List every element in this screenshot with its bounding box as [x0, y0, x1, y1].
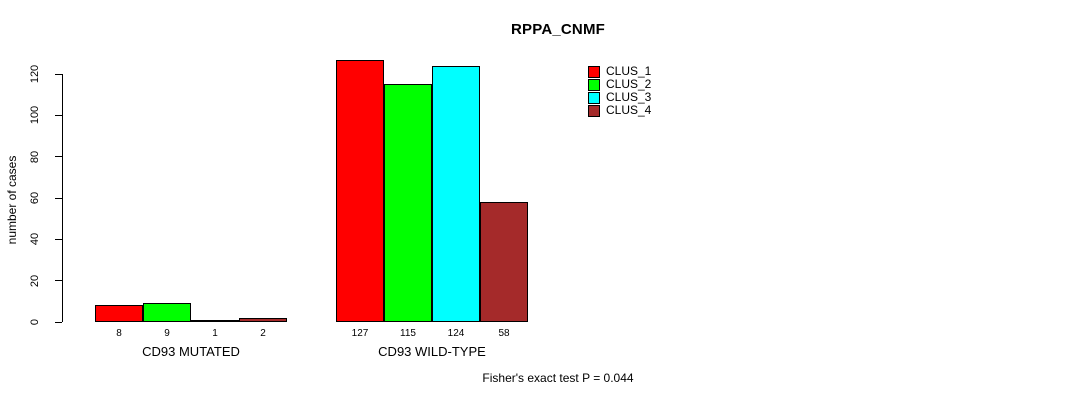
category-label-cd93-mutated: CD93 MUTATED — [142, 344, 240, 359]
legend-label: CLUS_3 — [606, 90, 652, 104]
y-tick — [55, 156, 62, 158]
bar-value-label: 115 — [400, 328, 416, 339]
y-tick — [55, 238, 62, 240]
bar-clus-1-cd93-mutated — [95, 305, 143, 322]
y-tick-label: 120 — [29, 64, 41, 84]
legend-swatch-clus-3 — [588, 91, 600, 104]
bar-clus-3-cd93-mutated — [191, 319, 239, 322]
legend: CLUS_1 CLUS_2 CLUS_3 CLUS_4 — [588, 65, 651, 117]
legend-swatch-clus-4 — [588, 104, 600, 117]
legend-item-clus-3: CLUS_3 — [588, 91, 651, 104]
bar-value-label: 2 — [260, 328, 266, 339]
y-tick — [55, 114, 62, 116]
bar-clus-2-cd93-wild-type — [384, 84, 432, 322]
y-tick — [55, 197, 62, 199]
bar-clus-3-cd93-wild-type — [432, 65, 480, 322]
y-axis-line — [62, 74, 63, 322]
footnote: Fisher's exact test P = 0.044 — [482, 371, 634, 385]
y-tick-label: 0 — [29, 318, 41, 326]
legend-item-clus-4: CLUS_4 — [588, 104, 651, 117]
y-tick — [55, 280, 62, 282]
legend-swatch-clus-1 — [588, 65, 600, 78]
y-tick-label: 60 — [29, 191, 41, 205]
bar-value-label: 124 — [447, 328, 465, 339]
y-tick — [55, 321, 62, 323]
legend-label: CLUS_4 — [606, 103, 652, 117]
y-tick-label: 40 — [29, 233, 41, 246]
y-tick-label: 100 — [29, 106, 41, 125]
legend-label: CLUS_2 — [606, 77, 652, 91]
bar-value-label: 127 — [351, 328, 369, 339]
bar-value-label: 1 — [212, 328, 218, 339]
bar-clus-4-cd93-wild-type — [480, 202, 528, 322]
bar-value-label: 9 — [164, 328, 170, 339]
bar-value-label: 8 — [116, 328, 122, 339]
legend-label: CLUS_1 — [606, 64, 652, 78]
legend-item-clus-2: CLUS_2 — [588, 78, 651, 91]
bar-clus-2-cd93-mutated — [143, 303, 191, 322]
category-label-cd93-wild-type: CD93 WILD-TYPE — [378, 344, 486, 359]
bar-clus-1-cd93-wild-type — [336, 59, 384, 322]
bar-clus-4-cd93-mutated — [239, 317, 287, 322]
legend-item-clus-1: CLUS_1 — [588, 65, 651, 78]
y-tick-label: 80 — [29, 150, 41, 163]
bar-value-label: 58 — [498, 328, 510, 339]
chart-title: RPPA_CNMF — [510, 21, 606, 38]
legend-swatch-clus-2 — [588, 78, 600, 91]
y-tick-label: 20 — [29, 274, 41, 287]
y-tick — [55, 73, 62, 75]
